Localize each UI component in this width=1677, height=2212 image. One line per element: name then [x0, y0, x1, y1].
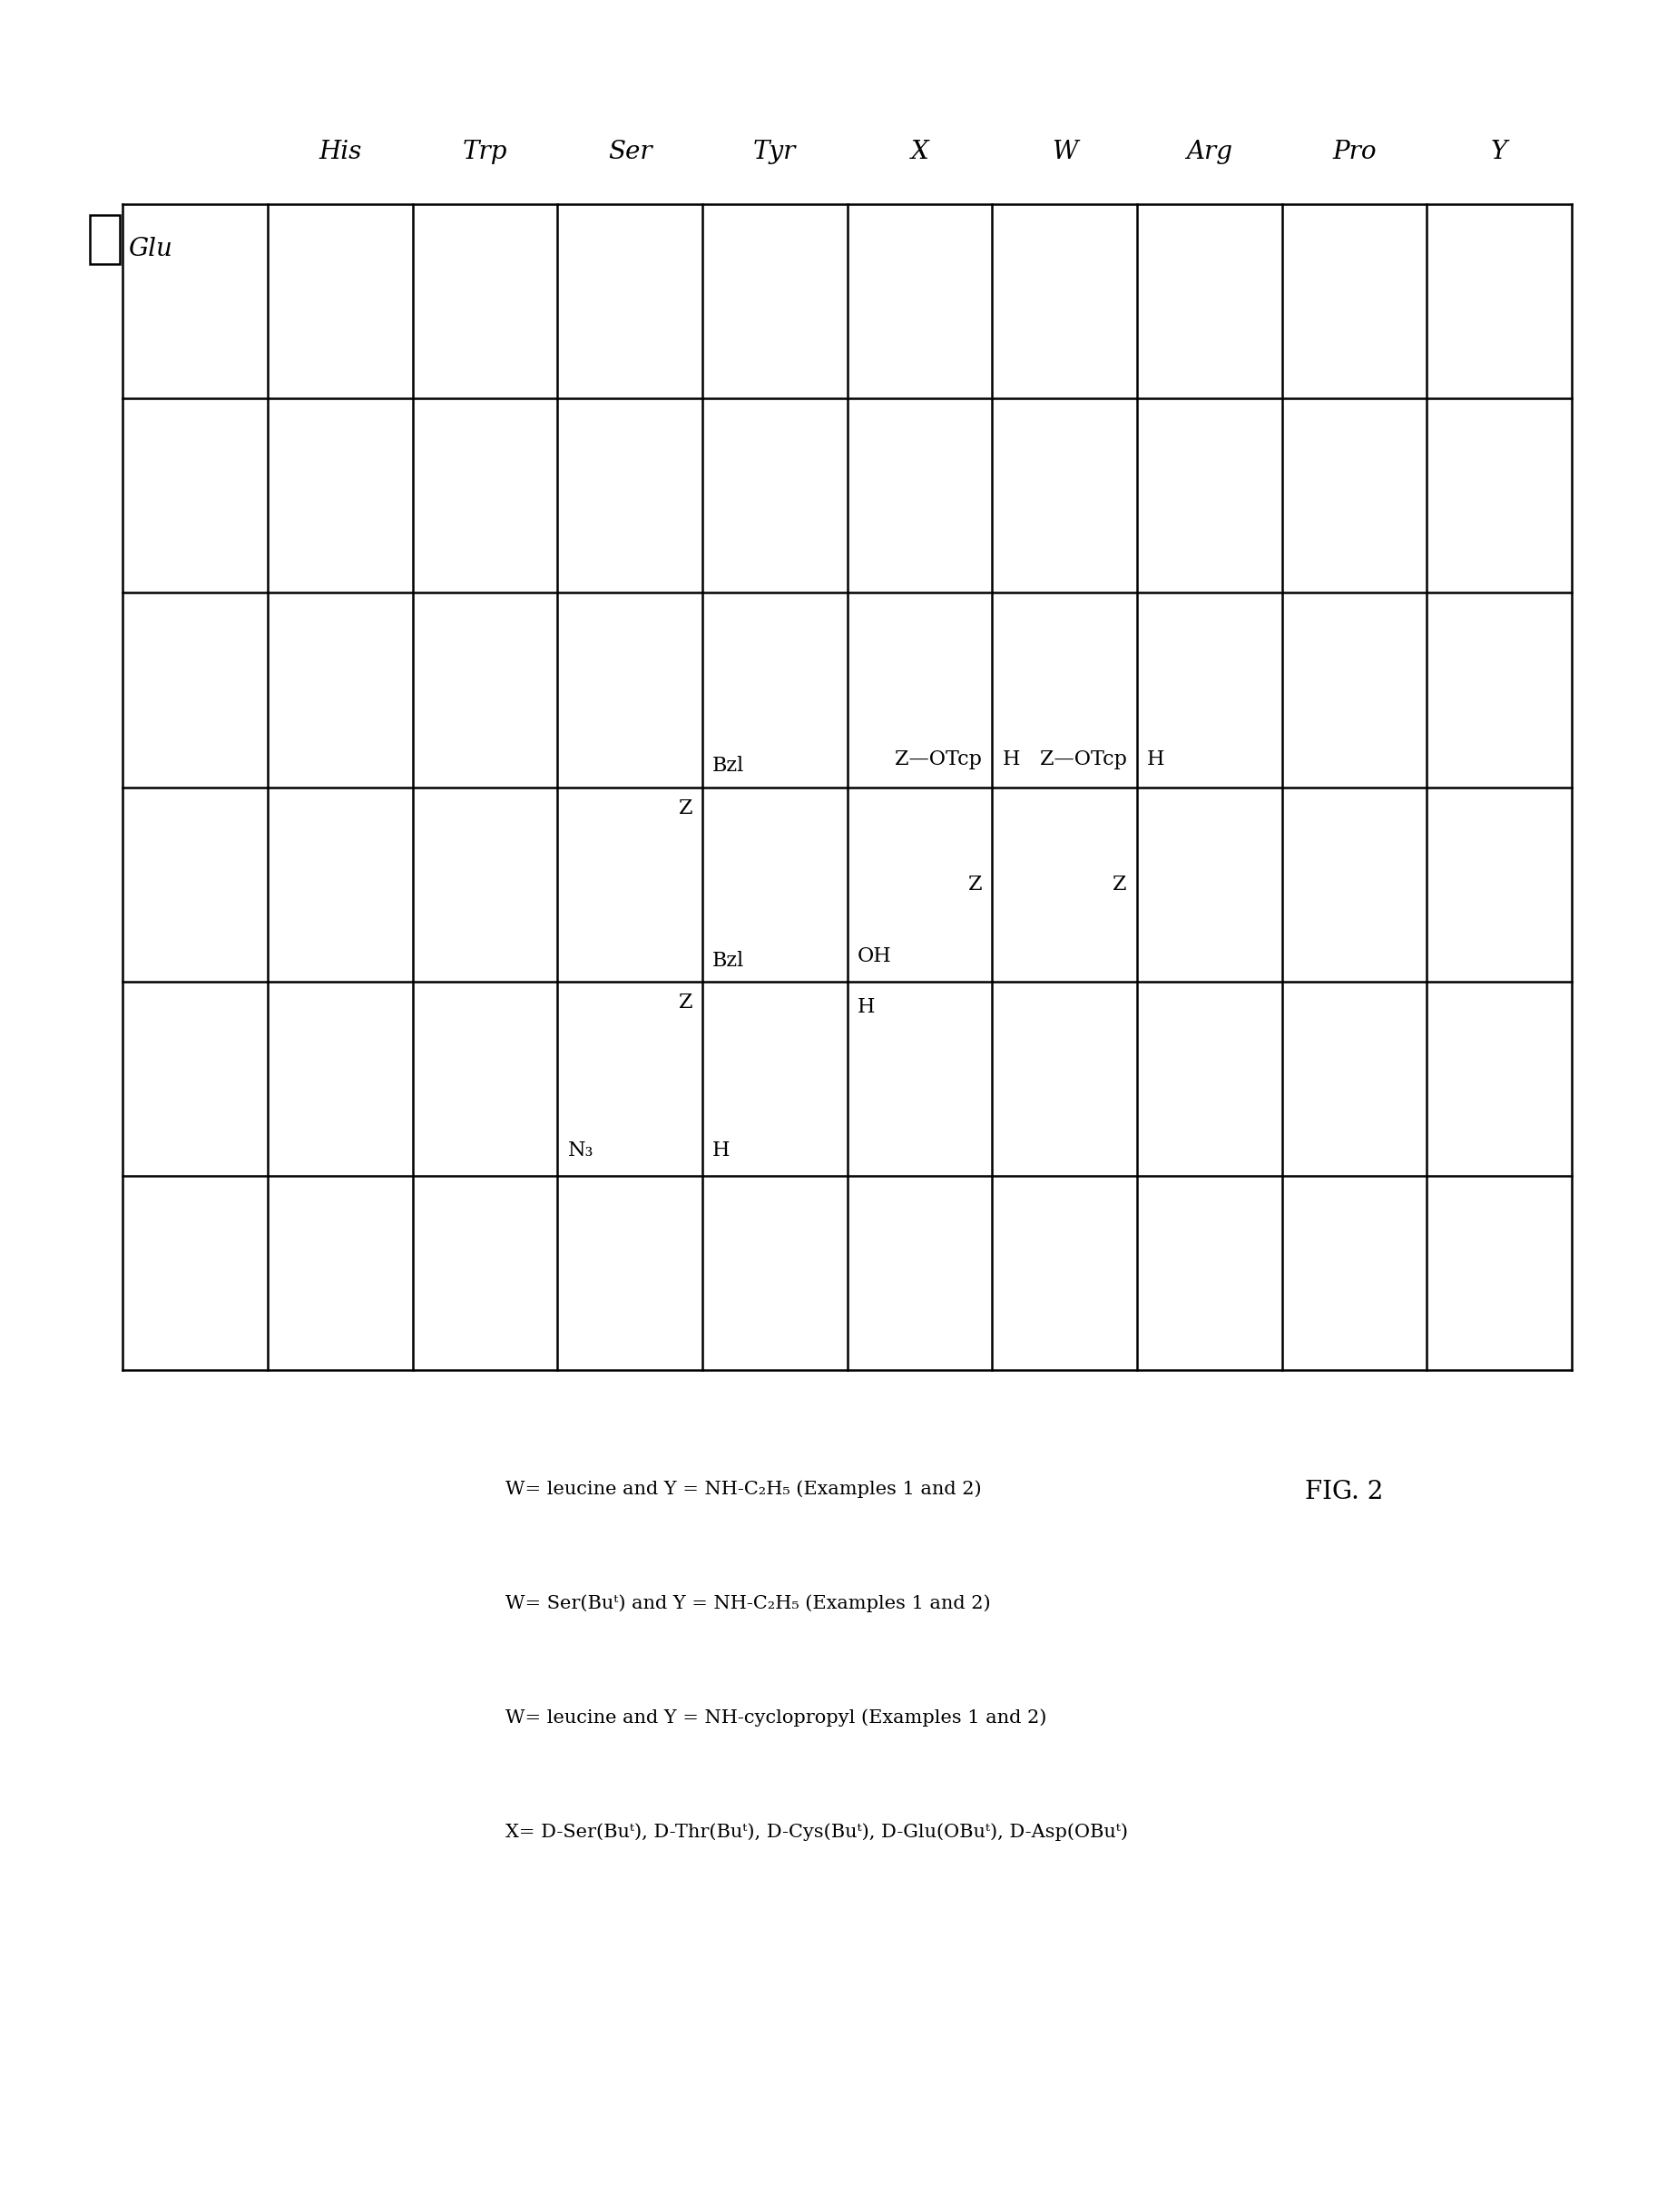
Text: FIG. 2: FIG. 2 — [1305, 1480, 1384, 1504]
Text: Z—OTcp: Z—OTcp — [896, 750, 981, 770]
Text: Ser: Ser — [607, 139, 652, 164]
Text: Bzl: Bzl — [713, 951, 745, 971]
Text: Glu: Glu — [127, 237, 173, 261]
Text: Z: Z — [1112, 874, 1127, 894]
Text: W= leucine and Y = NH-C₂H₅ (Examples 1 and 2): W= leucine and Y = NH-C₂H₅ (Examples 1 a… — [506, 1480, 981, 1498]
Text: X: X — [911, 139, 927, 164]
Text: W: W — [1051, 139, 1077, 164]
Text: Bzl: Bzl — [713, 757, 745, 776]
Text: Z: Z — [968, 874, 981, 894]
Text: Pro: Pro — [1332, 139, 1375, 164]
Text: Tyr: Tyr — [753, 139, 797, 164]
Text: N₃: N₃ — [567, 1141, 594, 1161]
Text: W= leucine and Y = NH-cyclopropyl (Examples 1 and 2): W= leucine and Y = NH-cyclopropyl (Examp… — [506, 1708, 1046, 1728]
Text: His: His — [319, 139, 362, 164]
Text: Arg: Arg — [1186, 139, 1233, 164]
Text: Z: Z — [678, 799, 693, 818]
Text: H: H — [1147, 750, 1164, 770]
Text: X= D-Ser(Buᵗ), D-Thr(Buᵗ), D-Cys(Buᵗ), D-Glu(OBuᵗ), D-Asp(OBuᵗ): X= D-Ser(Buᵗ), D-Thr(Buᵗ), D-Cys(Buᵗ), D… — [506, 1823, 1129, 1840]
Text: H: H — [857, 998, 874, 1018]
Text: Trp: Trp — [463, 139, 506, 164]
Text: Z: Z — [678, 993, 693, 1013]
Text: Z—OTcp: Z—OTcp — [1040, 750, 1127, 770]
Text: H: H — [713, 1141, 729, 1161]
Text: H: H — [1001, 750, 1020, 770]
Text: OH: OH — [857, 947, 890, 967]
Text: W= Ser(Buᵗ) and Y = NH-C₂H₅ (Examples 1 and 2): W= Ser(Buᵗ) and Y = NH-C₂H₅ (Examples 1 … — [506, 1595, 991, 1613]
Text: Y: Y — [1491, 139, 1506, 164]
